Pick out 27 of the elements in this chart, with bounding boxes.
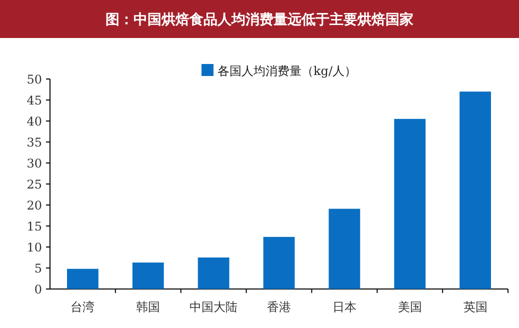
y-tick-label: 40 (26, 114, 42, 128)
y-tick-label: 35 (26, 136, 42, 150)
y-tick-label: 15 (26, 220, 42, 234)
bar (198, 258, 230, 289)
y-tick-label: 20 (26, 198, 42, 212)
bar (263, 236, 295, 289)
y-tick-label: 10 (26, 240, 42, 254)
x-tick-label: 日本 (332, 300, 356, 314)
y-tick-label: 25 (26, 178, 42, 192)
x-tick-label: 中国大陆 (190, 300, 238, 314)
bar (328, 208, 360, 289)
y-tick-label: 45 (26, 94, 42, 108)
x-tick-label: 香港 (267, 300, 291, 314)
bar (460, 92, 491, 289)
legend-label: 各国人均消费量（kg/人） (218, 64, 356, 78)
bar (67, 268, 98, 289)
x-tick-label: 美国 (398, 300, 422, 314)
y-tick-label: 50 (26, 72, 42, 86)
bar (394, 118, 426, 289)
x-tick-label: 台湾 (70, 300, 95, 314)
y-tick-label: 5 (34, 262, 42, 276)
x-tick-label: 韩国 (136, 300, 160, 314)
chart-title: 图：中国烘焙食品人均消费量远低于主要烘焙国家 (106, 11, 414, 28)
bar (132, 262, 164, 289)
x-tick-label: 英国 (463, 300, 488, 314)
y-tick-label: 30 (26, 156, 42, 170)
y-tick-label: 0 (34, 282, 42, 296)
